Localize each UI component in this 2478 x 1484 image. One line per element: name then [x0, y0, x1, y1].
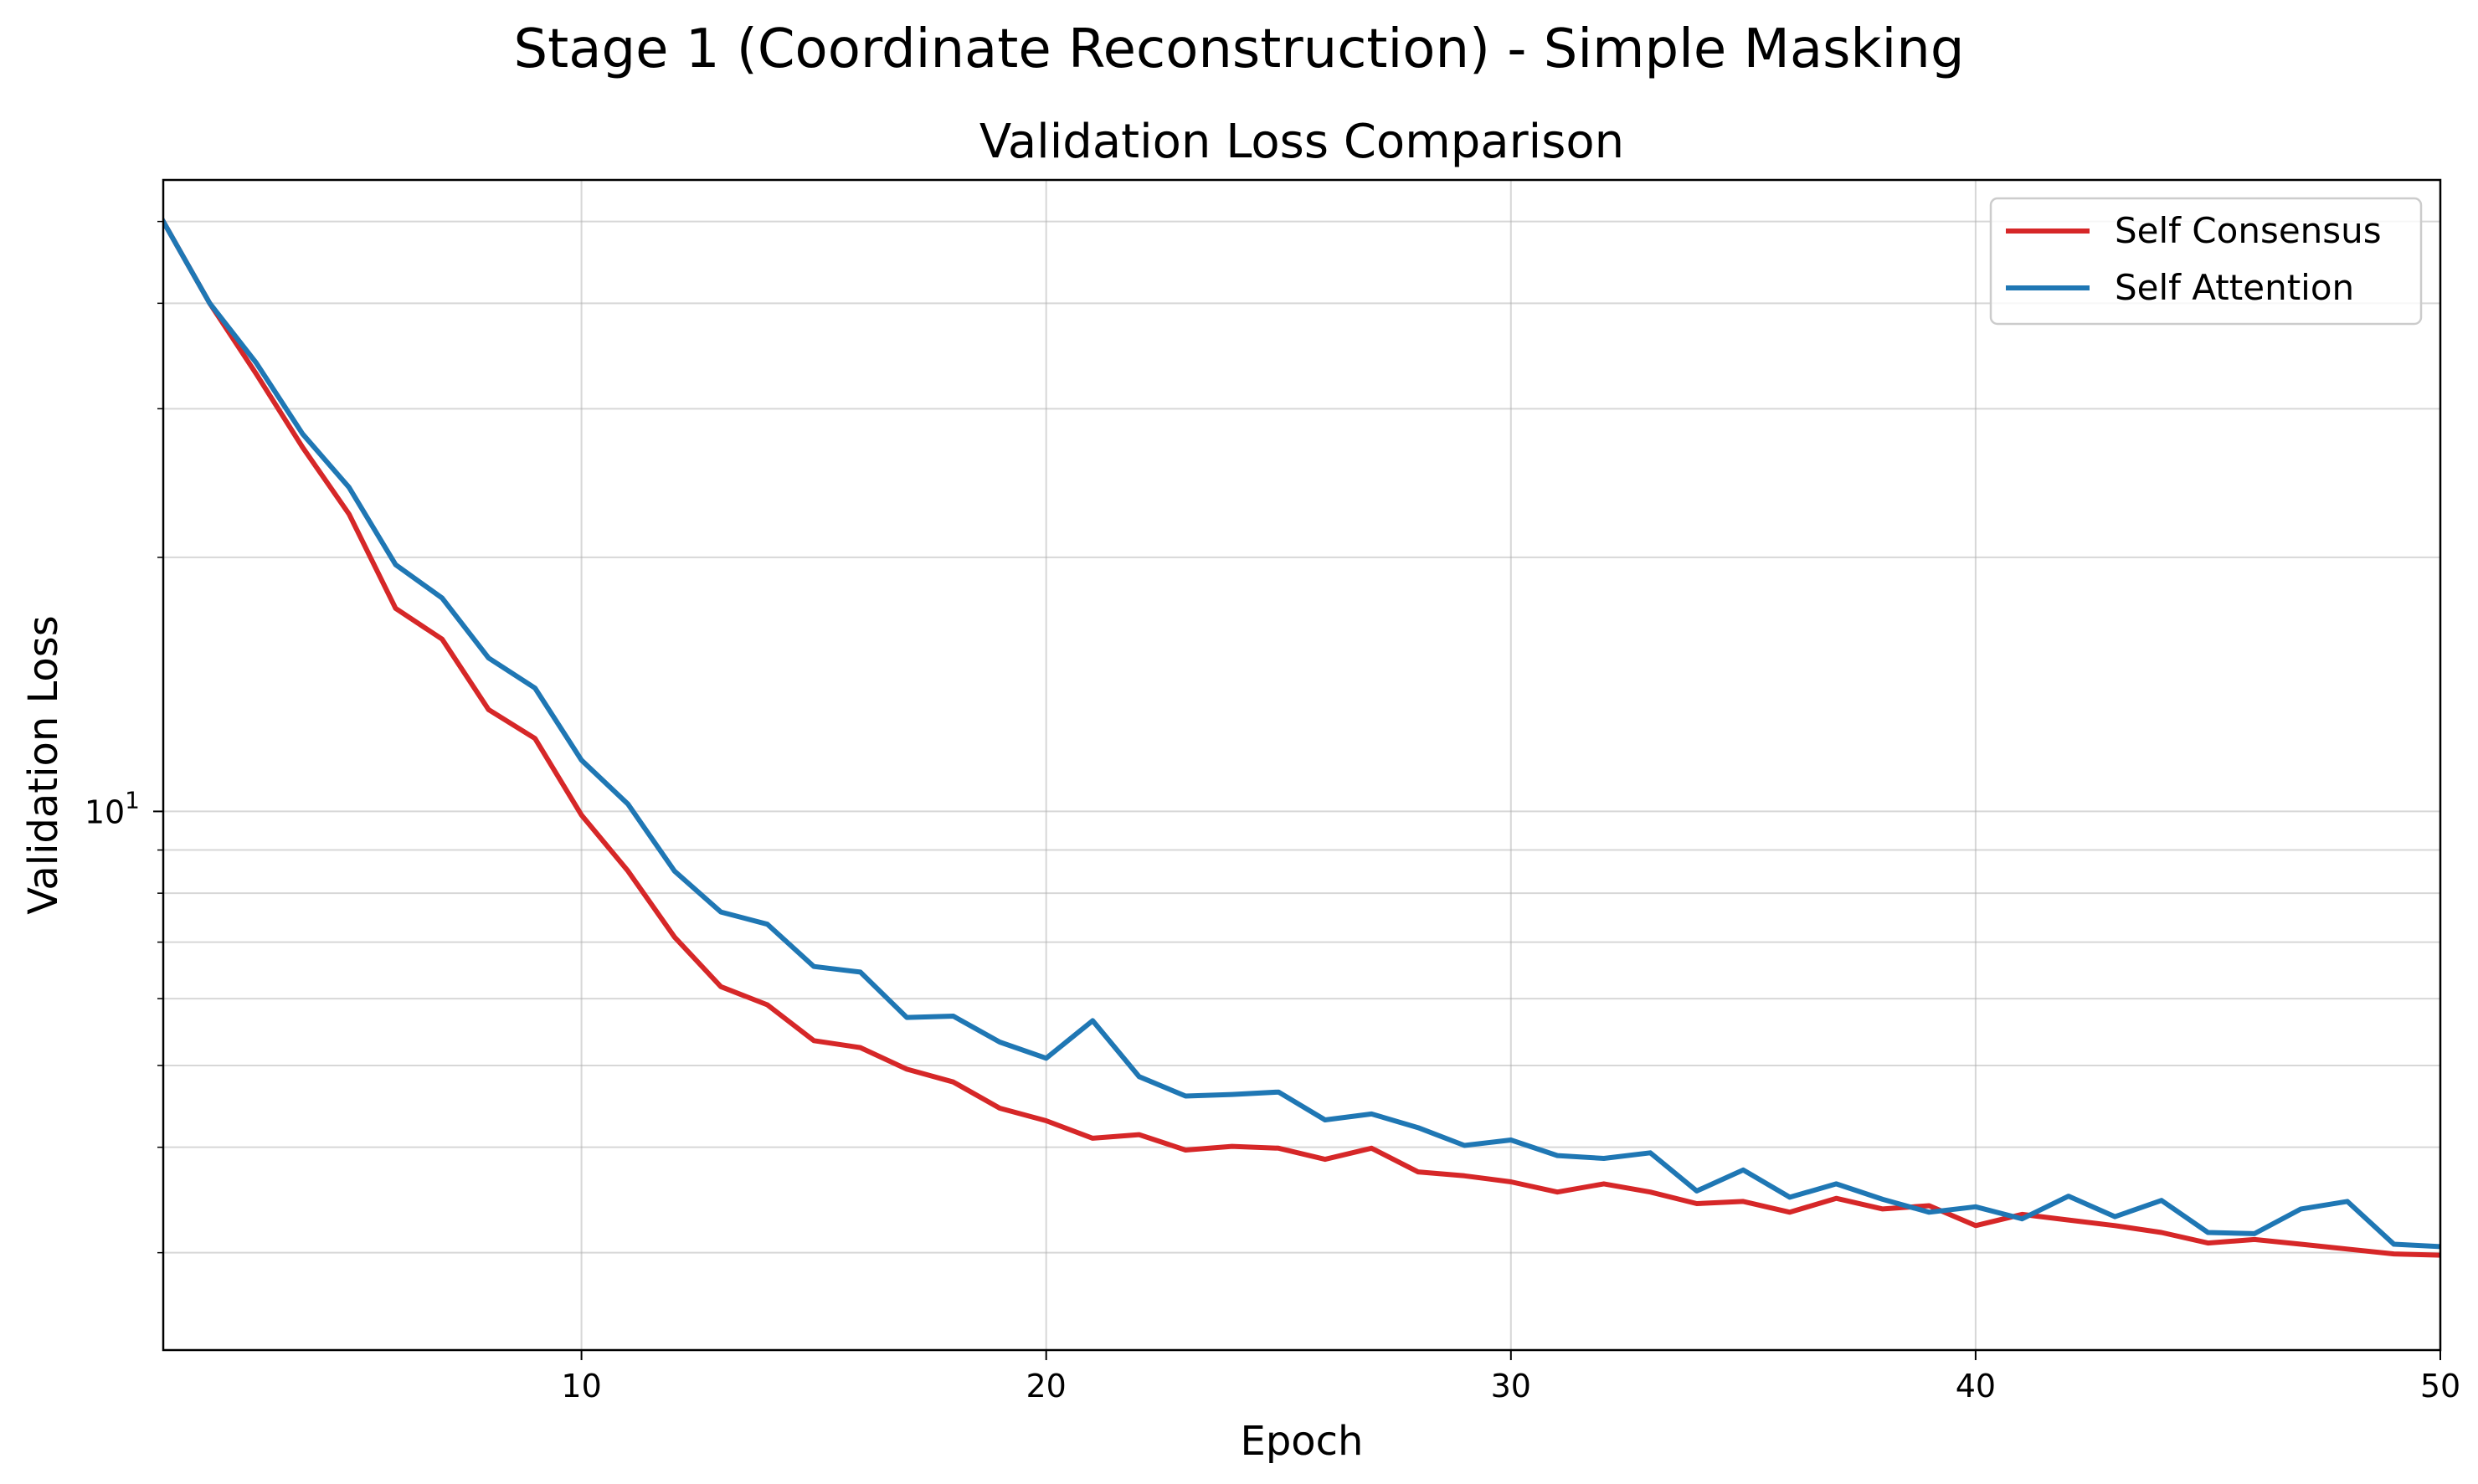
- legend-box: [1989, 197, 2423, 326]
- x-tick-label: 30: [1491, 1368, 1531, 1404]
- x-axis-label: Epoch: [1241, 1418, 1364, 1465]
- x-tick-label: 50: [2420, 1368, 2460, 1404]
- chart-title: Validation Loss Comparison: [979, 115, 1624, 169]
- legend-label-self-attention: Self Attention: [2115, 267, 2354, 308]
- x-tick-label: 40: [1956, 1368, 1996, 1404]
- grid: [163, 180, 2441, 1350]
- y-axis-label: Validation Loss: [20, 615, 67, 915]
- ticks: 10 20 30 40 50 101: [85, 220, 2460, 1404]
- y-tick-label: 101: [85, 786, 140, 830]
- series-line-self-attention: [163, 218, 2440, 1250]
- chart-suptitle: Stage 1 (Coordinate Reconstruction) - Si…: [514, 18, 1965, 80]
- series-line-self-consensus: [163, 218, 2440, 1258]
- x-tick-label: 10: [561, 1368, 601, 1404]
- legend-label-self-consensus: Self Consensus: [2115, 210, 2382, 251]
- plot-frame: [162, 178, 2442, 1352]
- series-group: [163, 218, 2440, 1258]
- x-tick-label: 20: [1026, 1368, 1067, 1404]
- legend: Self Consensus Self Attention: [1989, 197, 2423, 326]
